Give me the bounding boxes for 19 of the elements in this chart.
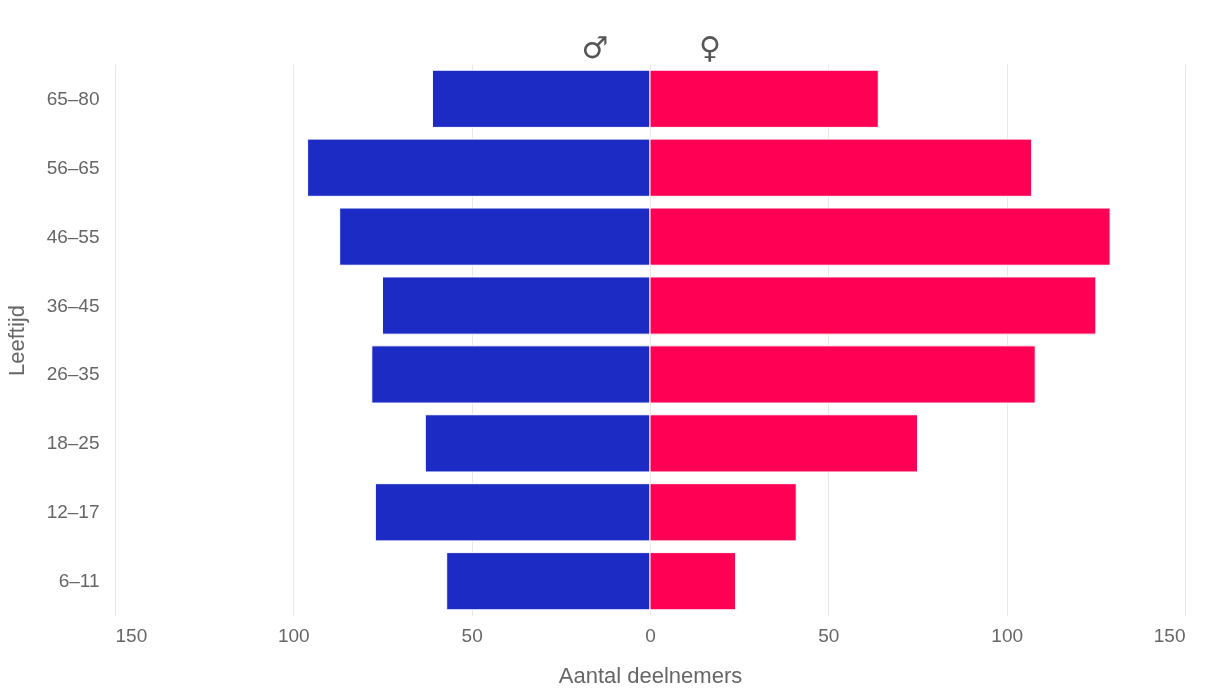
y-tick-label: 36–45 (46, 294, 100, 316)
series-label: ♂ (581, 29, 609, 65)
y-tick-label: 56–65 (46, 156, 100, 178)
x-tick-label: 100 (277, 624, 310, 646)
series-label: ♀ (699, 29, 721, 65)
y-tick-label: 46–55 (46, 225, 100, 247)
y-tick-label: 26–35 (46, 363, 100, 385)
y-tick-label: 65–80 (46, 87, 100, 109)
x-tick-label: 150 (1153, 624, 1186, 646)
x-axis-title: Aantal deelnemers (558, 662, 743, 688)
x-tick-label: 0 (645, 624, 656, 646)
y-tick-label: 18–25 (46, 432, 100, 454)
y-tick-label: 12–17 (46, 501, 100, 523)
x-tick-label: 100 (991, 624, 1024, 646)
x-tick-label: 50 (461, 624, 483, 646)
y-axis-title: Leeftijd (3, 305, 29, 376)
y-tick-label: 6–11 (58, 570, 100, 592)
x-tick-label: 150 (115, 624, 148, 646)
x-tick-label: 50 (818, 624, 840, 646)
